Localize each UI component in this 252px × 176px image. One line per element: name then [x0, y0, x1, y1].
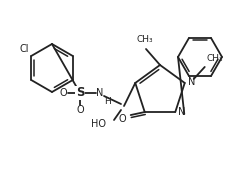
Text: Cl: Cl: [20, 44, 29, 54]
Text: H: H: [104, 96, 111, 105]
Text: HO: HO: [91, 119, 106, 129]
Text: CH₃: CH₃: [207, 54, 223, 63]
Text: N: N: [178, 107, 186, 117]
Text: N: N: [96, 88, 104, 98]
Text: N: N: [188, 77, 195, 87]
Text: O: O: [76, 105, 84, 115]
Text: S: S: [76, 86, 84, 99]
Text: CH₃: CH₃: [137, 35, 153, 44]
Text: O: O: [119, 114, 127, 124]
Text: O: O: [59, 88, 67, 98]
